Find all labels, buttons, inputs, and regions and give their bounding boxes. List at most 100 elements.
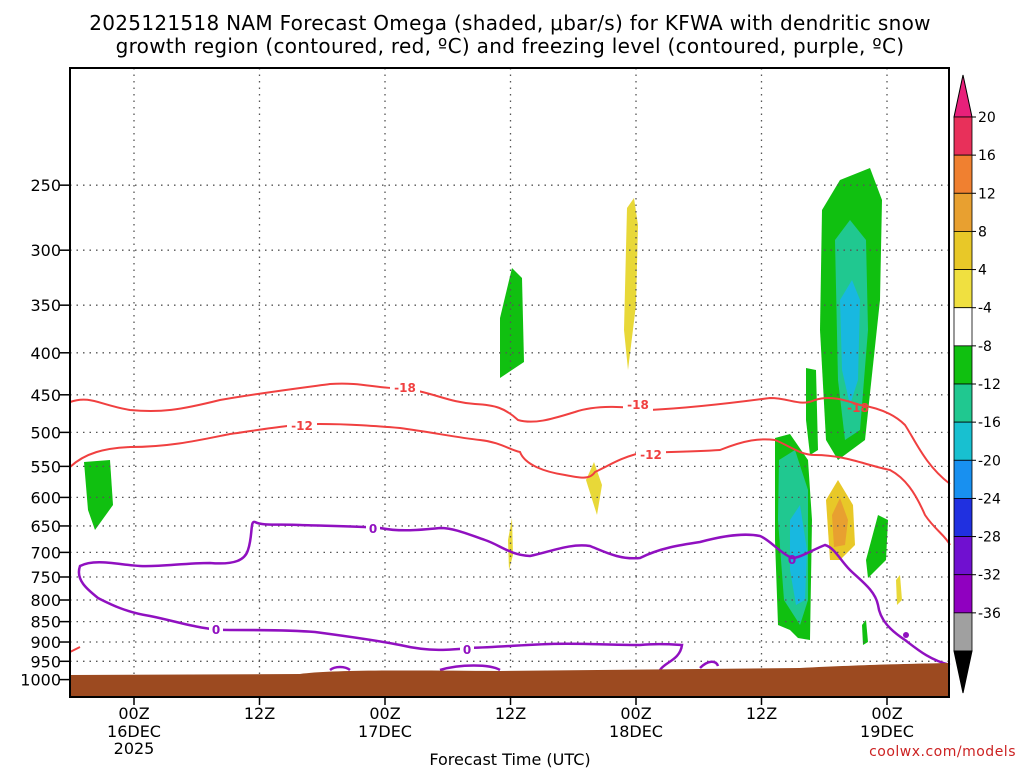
x-tick-label: 00Z — [871, 704, 902, 723]
freezing-contour-0c — [329, 665, 351, 672]
credit-text: coolwx.com/models — [869, 744, 1016, 760]
colorbar-label: -36 — [978, 606, 1001, 622]
colorbar-label: 4 — [978, 263, 987, 279]
y-tick-label: 900 — [30, 633, 61, 652]
x-tick-label: 00Z — [620, 704, 651, 723]
plot-frame — [69, 67, 950, 698]
x-tick-label: 16DEC — [107, 722, 161, 741]
chart-title-line2: growth region (contoured, red, ºC) and f… — [116, 34, 905, 58]
y-tick-label: 450 — [30, 386, 61, 405]
y-tick-label: 1000 — [20, 671, 61, 690]
terrain — [70, 663, 949, 697]
x-tick-label: 2025 — [114, 739, 155, 758]
colorbar-swatch — [953, 307, 973, 347]
plot-area — [70, 68, 949, 697]
colorbar-swatch — [953, 116, 973, 156]
omega-blob — [840, 280, 860, 405]
chart-title-line1: 2025121518 NAM Forecast Omega (shaded, μ… — [89, 11, 931, 35]
x-tick-label: 17DEC — [358, 722, 412, 741]
x-tick-label: 12Z — [746, 704, 777, 723]
x-tick-label: 00Z — [369, 704, 400, 723]
omega-blob — [866, 515, 888, 578]
dgz-label: -18 — [847, 401, 869, 415]
x-tick-label: 18DEC — [609, 722, 663, 741]
colorbar-swatch — [953, 421, 973, 461]
freezing-contour-0b — [699, 660, 720, 669]
omega-blob — [624, 198, 638, 370]
y-tick-label: 850 — [30, 613, 61, 632]
omega-blob — [790, 505, 807, 605]
y-tick-label: 350 — [30, 296, 61, 315]
y-tick-label: 600 — [30, 488, 61, 507]
y-tick-label: 750 — [30, 568, 61, 587]
colorbar-label: -24 — [978, 491, 1001, 507]
freezing-contour-0d — [439, 664, 501, 672]
colorbar-label: 20 — [978, 110, 996, 126]
y-tick-label: 550 — [30, 457, 61, 476]
dgz-label: -18 — [627, 398, 649, 412]
colorbar-label: -4 — [978, 301, 992, 317]
y-tick-label: 950 — [30, 652, 61, 671]
x-tick-label: 12Z — [495, 704, 526, 723]
omega-blob — [84, 460, 113, 530]
freezing-contour-dot — [903, 632, 909, 638]
colorbar-arrow-top — [953, 74, 973, 118]
y-tick-label: 700 — [30, 543, 61, 562]
colorbar-label: 12 — [978, 186, 996, 202]
omega-blob — [896, 575, 902, 605]
omega-blob — [500, 268, 524, 378]
colorbar-label: -8 — [978, 339, 992, 355]
omega-blob — [806, 368, 818, 455]
freezing-label: 0 — [212, 623, 220, 637]
dgz-label: -12 — [291, 419, 313, 433]
colorbar-label: -20 — [978, 453, 1001, 469]
dgz-label: -18 — [394, 381, 416, 395]
freezing-label: 0 — [463, 643, 471, 657]
colorbar-label: -16 — [978, 415, 1001, 431]
colorbar-label: -12 — [978, 377, 1001, 393]
colorbar-swatch — [953, 536, 973, 576]
y-tick-label: 650 — [30, 517, 61, 536]
dgz-label: -12 — [640, 448, 662, 462]
y-axis: 2503003504004505005506006507007508008509… — [20, 176, 70, 690]
colorbar-swatch — [953, 231, 973, 270]
dgz-contour-fragment — [69, 646, 81, 653]
colorbar-swatch — [953, 154, 973, 194]
colorbar-swatch — [953, 574, 973, 614]
freezing-label: 0 — [788, 553, 796, 567]
x-tick-label: 12Z — [244, 704, 275, 723]
freezing-label: 0 — [369, 522, 377, 536]
dgz-contours — [69, 382, 951, 546]
colorbar-label: 16 — [978, 148, 996, 164]
y-tick-label: 800 — [30, 591, 61, 610]
dgz-contour-18 — [69, 382, 951, 485]
colorbar-label: -28 — [978, 530, 1001, 546]
colorbar: 20 16 12 8 4 -4 -8 -12 -16 -20 -24 -28 -32 -36 — [953, 74, 1001, 694]
colorbar-swatch — [953, 269, 973, 309]
grid-lines — [70, 68, 949, 697]
freezing-contours — [77, 520, 951, 672]
colorbar-label: -32 — [978, 568, 1001, 584]
omega-blob — [862, 620, 868, 645]
x-tick-label: 00Z — [118, 704, 149, 723]
colorbar-label: 8 — [978, 224, 987, 240]
colorbar-swatch — [953, 192, 973, 232]
y-tick-label: 500 — [30, 423, 61, 442]
colorbar-arrow-bottom — [953, 650, 973, 694]
colorbar-swatch — [953, 459, 973, 499]
y-tick-label: 250 — [30, 176, 61, 195]
omega-blob — [832, 498, 848, 547]
dgz-contour-12 — [69, 422, 951, 546]
y-tick-label: 300 — [30, 241, 61, 260]
colorbar-swatch — [953, 498, 973, 537]
colorbar-swatch — [953, 383, 973, 423]
contour-labels: -18 -12 -18 -12 -18 0 0 0 0 — [209, 380, 869, 657]
colorbar-swatch — [953, 612, 973, 652]
x-tick-label: 19DEC — [860, 722, 914, 741]
x-axis-label: Forecast Time (UTC) — [429, 750, 590, 768]
colorbar-swatch — [953, 345, 973, 385]
y-tick-label: 400 — [30, 344, 61, 363]
freezing-contour-0 — [77, 520, 951, 671]
